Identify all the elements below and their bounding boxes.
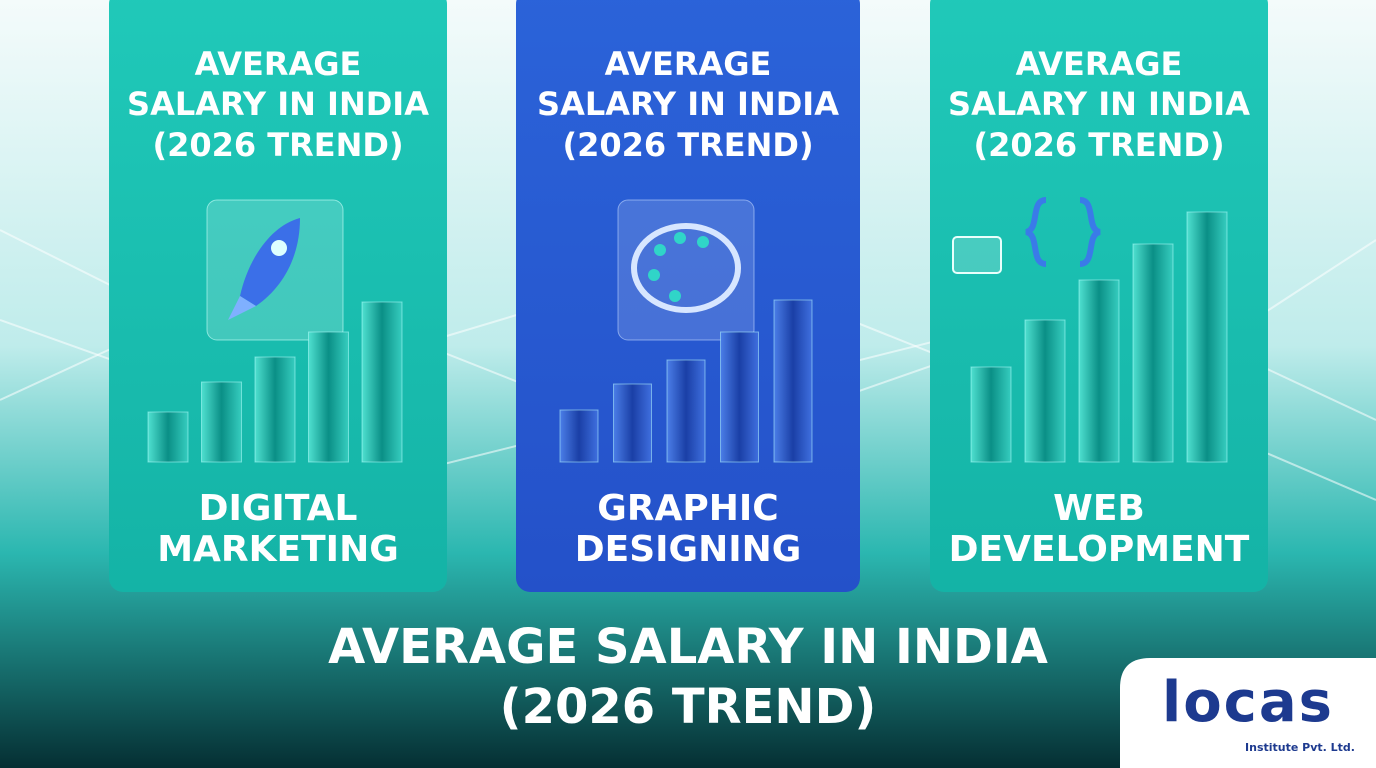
decorative-bar [308, 331, 349, 463]
card-title: (2026 TREND) [152, 126, 403, 164]
decorative-bar [1132, 243, 1174, 463]
decorative-bar [559, 409, 599, 463]
decorative-bar [613, 383, 652, 463]
decorative-bar [254, 356, 296, 463]
card-label: DESIGNING [575, 529, 802, 570]
footer-title: (2026 TREND) [500, 679, 877, 735]
decorative-bar [361, 301, 403, 463]
card-label: WEB [1053, 488, 1145, 529]
decorative-bar [666, 359, 706, 463]
card-title: SALARY IN INDIA [537, 85, 839, 123]
card-title: SALARY IN INDIA [127, 85, 429, 123]
card-title: (2026 TREND) [562, 126, 813, 164]
decorative-bars [147, 211, 1228, 463]
rocket-icon [206, 199, 344, 341]
card-title: SALARY IN INDIA [948, 85, 1250, 123]
card-label: DIGITAL [199, 488, 358, 529]
decorative-bar [1078, 279, 1120, 463]
decorative-bar [720, 331, 759, 463]
logo-name: locas [1162, 670, 1334, 735]
decorative-bar [1186, 211, 1228, 463]
code-icon [952, 197, 1102, 274]
decorative-bar [1024, 319, 1066, 463]
decorative-bar [147, 411, 189, 463]
decorative-bar [773, 299, 813, 463]
logo-box [1120, 658, 1376, 768]
palette-icon [617, 199, 755, 341]
card-label: GRAPHIC [597, 488, 778, 529]
footer-title: AVERAGE SALARY IN INDIA [328, 619, 1048, 675]
card-title: (2026 TREND) [973, 126, 1224, 164]
card-title: AVERAGE [1016, 45, 1183, 83]
decorative-bar [201, 381, 242, 463]
card-title: AVERAGE [195, 45, 362, 83]
logo-tagline: Institute Pvt. Ltd. [1245, 741, 1355, 754]
card-title: AVERAGE [605, 45, 772, 83]
decorative-bar [970, 366, 1012, 463]
card-label: DEVELOPMENT [949, 529, 1250, 570]
card-label: MARKETING [157, 529, 399, 570]
